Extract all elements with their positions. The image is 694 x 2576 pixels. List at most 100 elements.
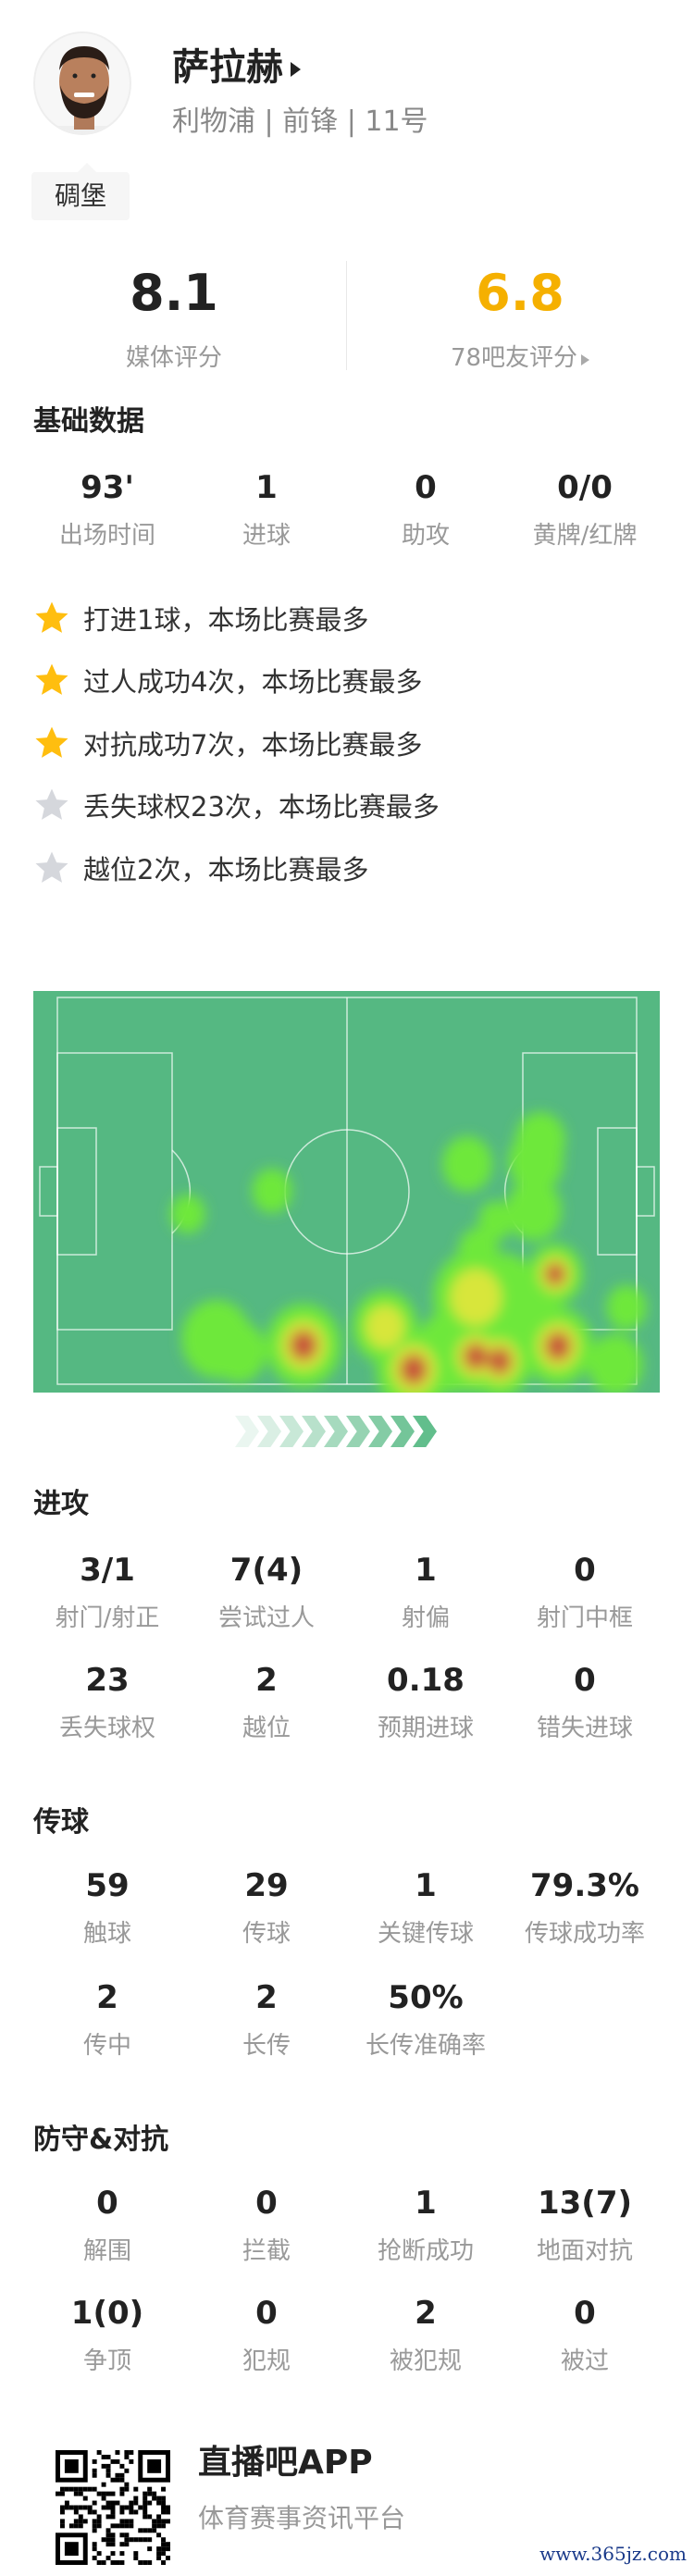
player-info: 利物浦 | 前锋 | 11号 bbox=[172, 105, 428, 138]
heat-spot bbox=[464, 1343, 488, 1370]
stat-cell: 1 关键传球 bbox=[346, 1866, 505, 1949]
qr-code[interactable] bbox=[56, 2450, 170, 2565]
stat-value: 29 bbox=[244, 1867, 289, 1904]
stat-label: 长传 bbox=[242, 2032, 291, 2060]
stat-value: 7(4) bbox=[229, 1552, 304, 1589]
stat-value: 0 bbox=[255, 2185, 278, 2222]
heat-spot bbox=[290, 1330, 317, 1361]
heat-spot bbox=[450, 1269, 502, 1326]
section-title-passing: 传球 bbox=[33, 1806, 89, 1839]
attack-stats-row: 23 丢失球权 2 越位 0.18 预期进球 0 错失进球 bbox=[28, 1661, 666, 1743]
stat-label: 长传准确率 bbox=[365, 2032, 486, 2060]
arrow-chevron-icon bbox=[279, 1416, 304, 1447]
stat-value: 0 bbox=[415, 469, 437, 506]
stat-label: 进球 bbox=[242, 522, 291, 550]
passing-stats-row: 2 传中 2 长传 50% 长传准确率 bbox=[28, 1978, 666, 2061]
stat-value: 1 bbox=[415, 1552, 437, 1589]
star-icon bbox=[35, 851, 68, 883]
stat-label: 触球 bbox=[82, 1920, 131, 1948]
heat-spot bbox=[515, 1112, 565, 1168]
stat-value: 0 bbox=[96, 2185, 118, 2222]
stat-value: 13(7) bbox=[537, 2185, 633, 2222]
arrow-chevron-icon bbox=[324, 1416, 348, 1447]
stat-cell: 13(7) 地面对抗 bbox=[505, 2184, 664, 2266]
heat-spot bbox=[252, 1169, 292, 1213]
section-title-defense: 防守&对抗 bbox=[33, 2124, 169, 2156]
stat-minutes: 93' 出场时间 bbox=[28, 468, 187, 551]
stat-label: 被犯规 bbox=[389, 2347, 462, 2375]
stat-value: 0 bbox=[574, 1552, 596, 1589]
star-icon bbox=[35, 726, 68, 758]
basic-stats-row: 93' 出场时间 1 进球 0 助攻 0/0 黄牌/红牌 bbox=[28, 468, 666, 551]
stat-cell: 79.3% 传球成功率 bbox=[505, 1866, 664, 1949]
highlight-item: 对抗成功7次，本场比赛最多 bbox=[33, 723, 422, 763]
star-icon bbox=[35, 788, 68, 820]
watermark: www.365jz.com bbox=[539, 2543, 687, 2565]
stat-value: 2 bbox=[96, 1979, 118, 2016]
stat-cell: 2 越位 bbox=[187, 1661, 346, 1743]
heat-spot bbox=[506, 1180, 562, 1241]
stat-label: 争顶 bbox=[82, 2347, 131, 2375]
stat-value: 1 bbox=[255, 469, 278, 506]
stat-label: 抢断成功 bbox=[377, 2237, 474, 2265]
stat-cell: 0 错失进球 bbox=[505, 1661, 664, 1743]
heat-spot bbox=[211, 1321, 266, 1382]
highlight-text: 打进1球，本场比赛最多 bbox=[83, 604, 369, 636]
stat-label: 出场时间 bbox=[58, 522, 155, 550]
stat-value: 0.18 bbox=[387, 1662, 465, 1699]
fan-rating-label: 78吧友评分 bbox=[450, 344, 578, 372]
stat-label: 预期进球 bbox=[377, 1715, 474, 1742]
attack-stats-row: 3/1 射门/射正 7(4) 尝试过人 1 射偏 0 射门中框 bbox=[28, 1551, 666, 1633]
stat-label: 尝试过人 bbox=[217, 1604, 315, 1632]
heat-spot bbox=[588, 1334, 643, 1393]
highlight-item: 打进1球，本场比赛最多 bbox=[33, 598, 368, 638]
media-rating-label: 媒体评分 bbox=[125, 344, 222, 372]
stat-cell: 50% 长传准确率 bbox=[346, 1978, 505, 2061]
heat-spot bbox=[545, 1262, 565, 1286]
stat-cell: 1 抢断成功 bbox=[346, 2184, 505, 2266]
stat-value: 2 bbox=[415, 2295, 437, 2332]
player-name[interactable]: 萨拉赫 bbox=[172, 37, 301, 91]
stat-cell: 1(0) 争顶 bbox=[28, 2294, 187, 2376]
stat-cell: 0 解围 bbox=[28, 2184, 187, 2266]
stat-value: 0 bbox=[255, 2295, 278, 2332]
player-photo bbox=[54, 46, 115, 133]
section-title-basic: 基础数据 bbox=[33, 405, 144, 438]
highlight-item: 越位2次，本场比赛最多 bbox=[33, 848, 368, 888]
stat-label: 被过 bbox=[560, 2347, 609, 2375]
stat-cell: 0 犯规 bbox=[187, 2294, 346, 2376]
highlight-item: 过人成功4次，本场比赛最多 bbox=[33, 660, 422, 700]
highlight-item: 丢失球权23次，本场比赛最多 bbox=[33, 785, 440, 825]
stat-cell: 29 传球 bbox=[187, 1866, 346, 1949]
heat-spot bbox=[488, 1347, 512, 1375]
heat-spot bbox=[365, 1305, 405, 1349]
stat-cell: 2 长传 bbox=[187, 1978, 346, 2061]
highlight-text: 过人成功4次，本场比赛最多 bbox=[83, 666, 423, 698]
media-rating: 8.1 媒体评分 bbox=[35, 265, 313, 373]
heat-spot bbox=[606, 1285, 647, 1330]
player-avatar[interactable] bbox=[33, 31, 131, 135]
stat-value: 50% bbox=[388, 1979, 464, 2016]
stat-value: 1 bbox=[415, 1867, 437, 1904]
stat-assists: 0 助攻 bbox=[346, 468, 505, 551]
arrow-chevron-icon bbox=[257, 1416, 281, 1447]
stat-value: 3/1 bbox=[80, 1552, 135, 1589]
stat-cell: 2 被犯规 bbox=[346, 2294, 505, 2376]
fan-rating-value: 6.8 bbox=[476, 264, 564, 322]
stat-cell: 3/1 射门/射正 bbox=[28, 1551, 187, 1633]
caret-right-icon bbox=[581, 354, 590, 365]
heat-spot bbox=[442, 1136, 492, 1192]
section-title-attack: 进攻 bbox=[33, 1488, 89, 1520]
stat-cell: 0.18 预期进球 bbox=[346, 1661, 505, 1743]
stat-label: 关键传球 bbox=[377, 1920, 474, 1948]
stat-label: 解围 bbox=[82, 2237, 131, 2265]
stat-cell: 2 传中 bbox=[28, 1978, 187, 2061]
passing-stats-row: 59 触球 29 传球 1 关键传球 79.3% 传球成功率 bbox=[28, 1866, 666, 1949]
fan-rating[interactable]: 6.8 78吧友评分 bbox=[381, 265, 659, 373]
stat-label: 越位 bbox=[242, 1715, 291, 1742]
stat-value: 23 bbox=[85, 1662, 130, 1699]
stat-cards: 0/0 黄牌/红牌 bbox=[505, 468, 664, 551]
stat-label: 错失进球 bbox=[536, 1715, 633, 1742]
rating-divider bbox=[346, 261, 347, 370]
stat-value: 2 bbox=[255, 1979, 278, 2016]
